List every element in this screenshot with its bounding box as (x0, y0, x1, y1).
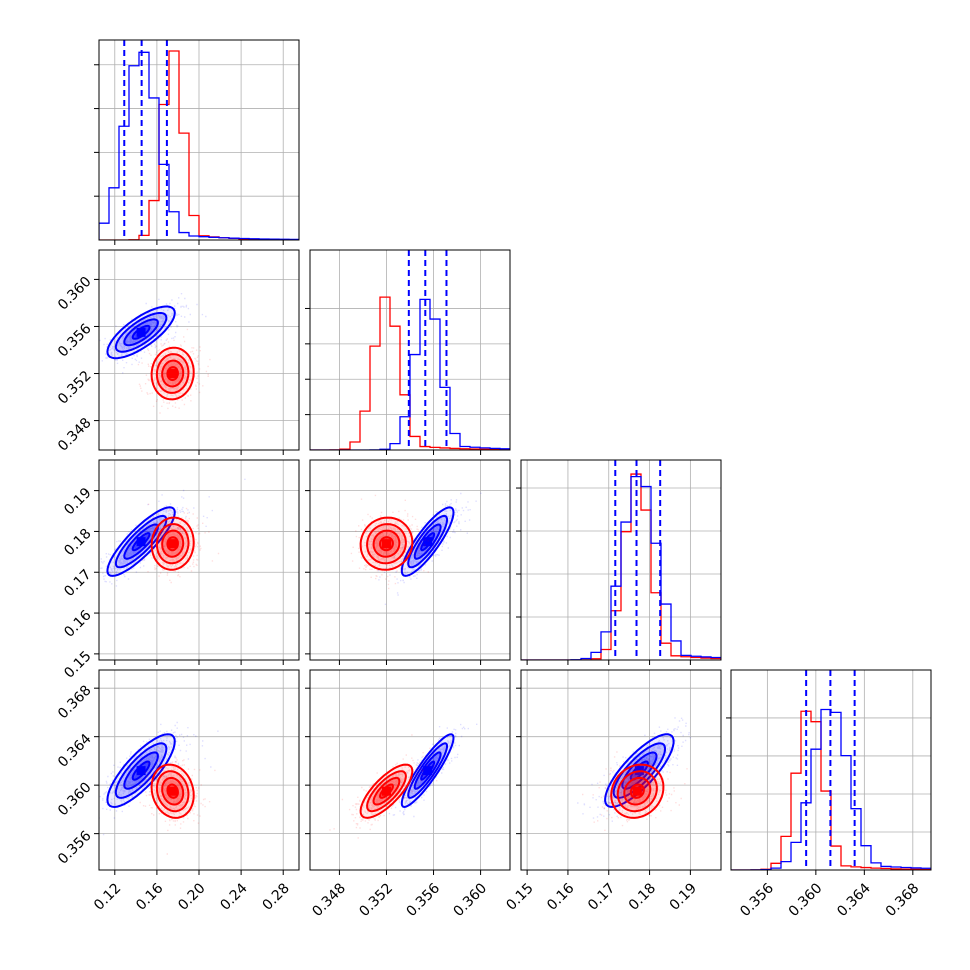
panel-frame (520, 669, 722, 871)
samples-blue (99, 293, 207, 374)
x-tick-label: 0.24 (217, 880, 250, 913)
panel-0-0 (94, 39, 300, 245)
panel-frame (309, 459, 511, 661)
density-peak-red (168, 369, 178, 379)
panel-3-3: 0.356 0.360 0.364 0.368 (726, 669, 932, 920)
panel-1-0: 0.348 0.352 0.356 0.360 (55, 249, 300, 455)
x-tick-label: 0.16 (544, 880, 577, 913)
x-tick-label: 0.18 (626, 880, 659, 913)
x-tick-label: 0.360 (786, 880, 826, 920)
y-tick-label: 0.364 (55, 731, 95, 771)
density-peak-blue (136, 766, 146, 776)
x-tick-label: 0.368 (883, 880, 923, 920)
y-tick-label: 0.352 (55, 368, 95, 408)
panel-content (731, 670, 931, 870)
panel-frame (520, 459, 722, 661)
density-peak-blue (423, 766, 433, 776)
y-tick-label: 0.19 (61, 485, 94, 518)
density-peak-red (381, 786, 391, 796)
x-tick-label: 0.364 (834, 880, 874, 920)
histogram-red (310, 296, 510, 450)
y-tick-label: 0.360 (55, 779, 95, 819)
x-tick-label: 0.356 (403, 880, 443, 920)
density-peak-blue (136, 537, 146, 547)
y-tick-label: 0.360 (55, 274, 95, 314)
histogram-blue (521, 476, 721, 660)
y-tick-label: 0.368 (55, 683, 95, 723)
panel-content (310, 670, 510, 870)
histogram-blue (99, 51, 299, 240)
panel-1-1 (305, 249, 511, 455)
panel-3-2: 0.15 0.16 0.17 0.18 0.19 (503, 669, 722, 914)
panel-content (99, 670, 299, 870)
panel-2-1 (305, 459, 511, 665)
panel-content (99, 460, 299, 660)
panel-2-0: 0.15 0.16 0.17 0.18 0.19 (61, 459, 300, 682)
y-tick-label: 0.356 (55, 321, 95, 361)
y-tick-label: 0.16 (61, 607, 94, 640)
x-tick-label: 0.12 (91, 880, 124, 913)
y-tick-label: 0.348 (55, 415, 95, 455)
density-peak-red (632, 786, 642, 796)
x-tick-label: 0.17 (585, 880, 618, 913)
panel-content (310, 460, 510, 660)
samples-blue (99, 721, 219, 836)
y-tick-label: 0.356 (55, 828, 95, 868)
density-peak-red (168, 539, 178, 549)
density-peak-red (381, 539, 391, 549)
density-peak-red (168, 786, 178, 796)
y-tick-label: 0.15 (61, 648, 94, 681)
panel-content (99, 40, 299, 240)
y-tick-label: 0.18 (61, 526, 94, 559)
panel-3-0: 0.12 0.16 0.20 0.24 0.28 0.356 0.360 0.364 0.368 (55, 669, 300, 914)
x-tick-label: 0.352 (356, 880, 396, 920)
panel-content (521, 670, 721, 870)
x-tick-label: 0.19 (667, 880, 700, 913)
panel-frame (309, 669, 511, 871)
x-tick-label: 0.360 (451, 880, 491, 920)
panel-content (99, 250, 299, 450)
density-peak-blue (423, 537, 433, 547)
x-tick-label: 0.16 (133, 880, 166, 913)
panel-frame (730, 669, 932, 871)
panel-content (521, 460, 721, 660)
y-tick-label: 0.17 (61, 567, 94, 600)
samples-red (350, 494, 438, 590)
panel-3-1: 0.348 0.352 0.356 0.360 (305, 669, 511, 920)
x-tick-label: 0.348 (309, 880, 349, 920)
panel-content (310, 250, 510, 450)
panel-2-2 (516, 459, 722, 665)
x-tick-label: 0.15 (503, 880, 536, 913)
x-tick-label: 0.20 (175, 880, 208, 913)
x-tick-label: 0.356 (737, 880, 777, 920)
x-tick-label: 0.28 (259, 880, 292, 913)
panel-frame (309, 249, 511, 451)
density-peak-blue (136, 327, 146, 337)
